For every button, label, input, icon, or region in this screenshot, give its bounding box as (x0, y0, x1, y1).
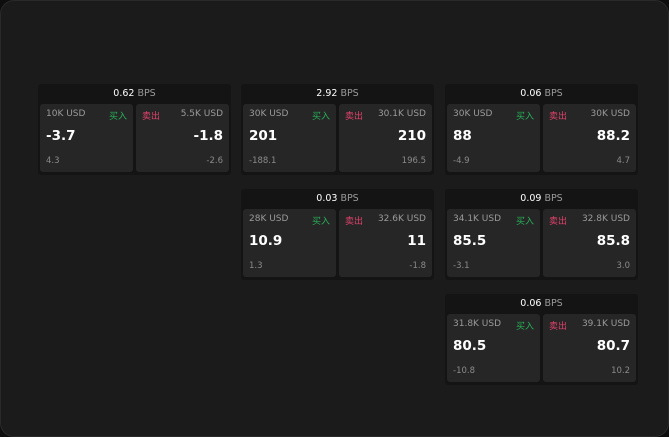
buy-label: 买入 (515, 322, 534, 332)
ask-price: 210 (397, 128, 426, 144)
bid-size: 10K USD (46, 109, 86, 119)
bid-size: 30K USD (453, 109, 493, 119)
buy-label: 买入 (515, 217, 534, 227)
spread-unit: BPS (340, 193, 359, 204)
ask-delta: 4.7 (616, 156, 630, 166)
buy-cell[interactable]: 30K USD 买入 88 -4.9 (447, 104, 540, 172)
spread-value: 0.06 (520, 298, 542, 309)
ask-size: 39.1K USD (581, 319, 630, 329)
ask-size: 32.8K USD (581, 214, 630, 224)
buy-cell[interactable]: 10K USD 买入 -3.7 4.3 (40, 104, 133, 172)
quote-panel: 2.92 BPS 30K USD 买入 201 -188.1 卖出 30.1K USD… (241, 84, 434, 175)
quote-panel: 0.62 BPS 10K USD 买入 -3.7 4.3 卖出 5.5K USD -1… (38, 84, 231, 175)
ask-delta: 196.5 (401, 156, 426, 166)
spread-header: 2.92 BPS (241, 84, 434, 104)
quote-panel: 0.06 BPS 31.8K USD 买入 80.5 -10.8 卖出 39.1K U… (445, 294, 638, 385)
ask-size: 30K USD (590, 109, 630, 119)
sell-label: 卖出 (549, 217, 568, 227)
buy-label: 买入 (311, 217, 330, 227)
bid-delta: 4.3 (46, 156, 60, 166)
sell-label: 卖出 (345, 112, 364, 122)
spread-value: 0.62 (113, 88, 135, 99)
buy-cell[interactable]: 30K USD 买入 201 -188.1 (243, 104, 336, 172)
ask-size: 5.5K USD (180, 109, 223, 119)
bid-delta: 1.3 (249, 261, 263, 271)
sell-cell[interactable]: 卖出 32.6K USD 11 -1.8 (339, 209, 432, 277)
bid-size: 31.8K USD (453, 319, 502, 329)
spread-unit: BPS (544, 88, 563, 99)
buy-cell[interactable]: 34.1K USD 买入 85.5 -3.1 (447, 209, 540, 277)
bid-size: 34.1K USD (453, 214, 502, 224)
spread-value: 0.09 (520, 193, 542, 204)
spread-unit: BPS (137, 88, 156, 99)
ask-delta: -1.8 (409, 261, 426, 271)
bid-size: 28K USD (249, 214, 289, 224)
ask-delta: 10.2 (611, 366, 630, 376)
bid-price: 85.5 (453, 233, 487, 249)
buy-label: 买入 (108, 112, 127, 122)
ask-price: 80.7 (596, 338, 630, 354)
bid-delta: -10.8 (453, 366, 475, 376)
ask-price: 88.2 (596, 128, 630, 144)
bid-size: 30K USD (249, 109, 289, 119)
sell-cell[interactable]: 卖出 32.8K USD 85.8 3.0 (543, 209, 636, 277)
sell-label: 卖出 (345, 217, 364, 227)
sell-cell[interactable]: 卖出 39.1K USD 80.7 10.2 (543, 314, 636, 382)
sell-cell[interactable]: 卖出 30K USD 88.2 4.7 (543, 104, 636, 172)
bid-price: 201 (249, 128, 278, 144)
bid-price: 88 (453, 128, 472, 144)
quote-panel: 0.03 BPS 28K USD 买入 10.9 1.3 卖出 32.6K USD 1… (241, 189, 434, 280)
sell-label: 卖出 (142, 112, 161, 122)
spread-value: 2.92 (316, 88, 338, 99)
bid-price: 80.5 (453, 338, 487, 354)
buy-label: 买入 (311, 112, 330, 122)
ask-size: 32.6K USD (377, 214, 426, 224)
spread-unit: BPS (544, 193, 563, 204)
bid-price: 10.9 (249, 233, 283, 249)
spread-header: 0.03 BPS (241, 189, 434, 209)
bid-price: -3.7 (46, 128, 76, 144)
spread-unit: BPS (340, 88, 359, 99)
ask-price: 11 (407, 233, 426, 249)
spread-unit: BPS (544, 298, 563, 309)
spread-header: 0.06 BPS (445, 294, 638, 314)
buy-cell[interactable]: 28K USD 买入 10.9 1.3 (243, 209, 336, 277)
buy-cell[interactable]: 31.8K USD 买入 80.5 -10.8 (447, 314, 540, 382)
sell-label: 卖出 (549, 112, 568, 122)
quote-panel: 0.09 BPS 34.1K USD 买入 85.5 -3.1 卖出 32.8K US… (445, 189, 638, 280)
spread-value: 0.03 (316, 193, 338, 204)
spread-header: 0.09 BPS (445, 189, 638, 209)
ask-delta: 3.0 (616, 261, 630, 271)
sell-cell[interactable]: 卖出 5.5K USD -1.8 -2.6 (136, 104, 229, 172)
spread-header: 0.06 BPS (445, 84, 638, 104)
spread-value: 0.06 (520, 88, 542, 99)
sell-label: 卖出 (549, 322, 568, 332)
buy-label: 买入 (515, 112, 534, 122)
ask-size: 30.1K USD (377, 109, 426, 119)
ask-delta: -2.6 (206, 156, 223, 166)
quote-panel: 0.06 BPS 30K USD 买入 88 -4.9 卖出 30K USD 88.2… (445, 84, 638, 175)
ask-price: -1.8 (193, 128, 223, 144)
bid-delta: -4.9 (453, 156, 470, 166)
bid-delta: -3.1 (453, 261, 470, 271)
spread-header: 0.62 BPS (38, 84, 231, 104)
ask-price: 85.8 (596, 233, 630, 249)
sell-cell[interactable]: 卖出 30.1K USD 210 196.5 (339, 104, 432, 172)
bid-delta: -188.1 (249, 156, 277, 166)
